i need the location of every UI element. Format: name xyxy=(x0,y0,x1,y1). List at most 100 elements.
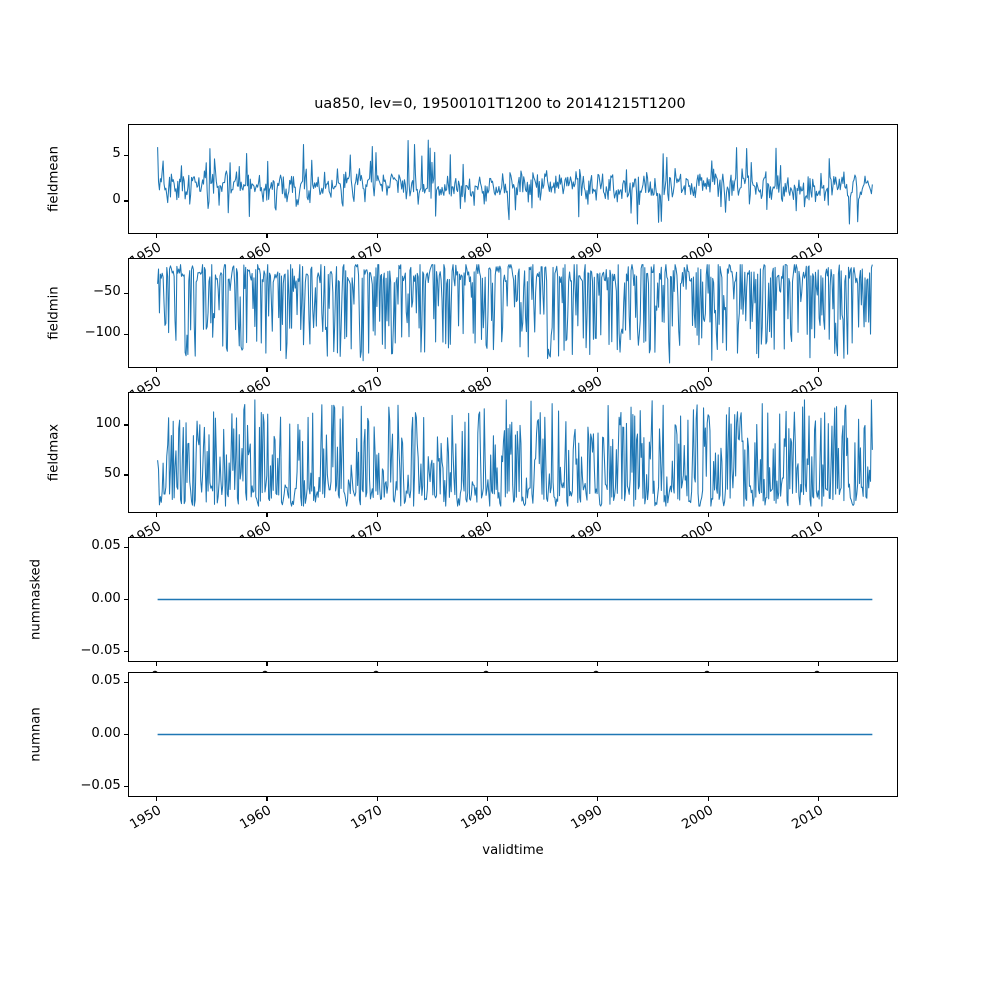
x-tick-label: 1990 xyxy=(568,518,606,539)
x-tick-label: 1990 xyxy=(568,373,606,394)
x-tick-mark xyxy=(818,368,820,373)
x-tick-label: 2000 xyxy=(679,518,716,539)
x-tick-label: 1950 xyxy=(128,668,165,674)
x-tick-mark xyxy=(156,513,158,518)
y-tick-mark xyxy=(123,733,128,736)
data-line-numnan xyxy=(157,733,873,736)
x-tick-mark xyxy=(156,662,158,667)
x-tick-mark xyxy=(707,513,709,518)
x-tick-label-clip: 1990 xyxy=(528,240,612,260)
y-tick-mark xyxy=(123,154,128,156)
x-tick-label-clip: 1960 xyxy=(197,374,281,394)
x-tick-label-clip: 1970 xyxy=(307,374,391,394)
x-tick-label: 1980 xyxy=(459,668,496,674)
x-tick-label: 1990 xyxy=(568,802,606,833)
x-tick-label: 1960 xyxy=(237,239,275,260)
x-tick-label: 2010 xyxy=(789,668,826,674)
x-tick-mark xyxy=(707,797,709,802)
x-tick-mark xyxy=(597,797,599,802)
y-tick-mark xyxy=(123,333,128,335)
x-tick-label-clip: 1970 xyxy=(307,668,391,674)
x-tick-label: 1950 xyxy=(127,802,165,833)
x-tick-label-clip: 2000 xyxy=(638,668,722,674)
x-tick-label: 1960 xyxy=(237,802,275,833)
y-tick-mark xyxy=(123,786,128,788)
x-tick-label-clip: 1990 xyxy=(528,519,612,539)
x-tick-mark xyxy=(818,234,820,239)
y-tick-mark xyxy=(123,292,128,294)
x-tick-mark xyxy=(376,662,378,667)
x-tick-label-clip: 1980 xyxy=(418,803,502,863)
x-tick-label-clip: 1970 xyxy=(307,240,391,260)
x-tick-label: 1970 xyxy=(348,239,385,260)
x-tick-label-clip: 2010 xyxy=(749,374,833,394)
y-tick-label: 0.05 xyxy=(91,673,121,689)
y-tick-label: 50 xyxy=(104,466,121,481)
x-tick-label-clip: 1960 xyxy=(197,240,281,260)
x-tick-label-clip: 2010 xyxy=(749,803,833,863)
y-axis-label-fieldmax: fieldmax xyxy=(46,423,62,482)
y-tick-label: −0.05 xyxy=(80,642,121,658)
y-tick-label: 0.05 xyxy=(91,538,121,554)
axes-frame-fieldmax xyxy=(128,392,898,513)
x-tick-label: 1990 xyxy=(568,239,606,260)
x-tick-label: 1980 xyxy=(458,239,496,260)
x-tick-label-clip: 2000 xyxy=(638,803,722,863)
x-tick-mark xyxy=(376,797,378,802)
x-tick-label: 2010 xyxy=(789,373,827,394)
x-tick-label: 1970 xyxy=(348,802,385,833)
x-tick-mark xyxy=(156,368,158,373)
x-tick-label: 1960 xyxy=(237,373,275,394)
x-tick-label: 2010 xyxy=(789,518,827,539)
subplot-fieldmin xyxy=(128,258,898,368)
x-tick-mark xyxy=(707,368,709,373)
y-tick-mark xyxy=(123,424,128,426)
x-tick-label-clip: 2010 xyxy=(749,668,833,674)
x-tick-label: 1970 xyxy=(348,518,385,539)
x-tick-mark xyxy=(487,234,489,239)
x-tick-label: 1950 xyxy=(127,373,165,394)
x-tick-mark xyxy=(818,662,820,667)
x-tick-label-clip: 1980 xyxy=(418,668,502,674)
x-tick-label-clip: 1950 xyxy=(87,803,171,863)
x-tick-label: 1970 xyxy=(348,668,385,674)
x-tick-label-clip: 1980 xyxy=(418,374,502,394)
data-line-fieldmean xyxy=(157,139,873,225)
x-tick-mark xyxy=(266,368,268,373)
axes-frame-numnan xyxy=(128,672,898,797)
x-tick-label: 2000 xyxy=(679,373,716,394)
x-tick-label-clip: 1990 xyxy=(528,374,612,394)
y-axis-label-fieldmin: fieldmin xyxy=(46,286,62,340)
x-tick-mark xyxy=(818,513,820,518)
x-tick-label-clip: 2000 xyxy=(638,240,722,260)
x-tick-mark xyxy=(487,662,489,667)
x-tick-label: 2010 xyxy=(789,802,827,833)
data-line-fieldmax xyxy=(157,399,873,507)
y-tick-mark xyxy=(123,651,128,653)
x-tick-mark xyxy=(266,797,268,802)
y-tick-label: −0.05 xyxy=(80,777,121,793)
x-tick-label: 1990 xyxy=(569,668,606,674)
x-tick-label: 1950 xyxy=(127,239,165,260)
x-tick-mark xyxy=(376,368,378,373)
y-tick-label: 100 xyxy=(95,416,121,431)
x-tick-mark xyxy=(487,797,489,802)
y-tick-mark xyxy=(123,474,128,476)
y-tick-label: 5 xyxy=(112,146,121,162)
x-tick-mark xyxy=(818,797,820,802)
subplot-fieldmax xyxy=(128,392,898,513)
x-tick-label-clip: 1970 xyxy=(307,803,391,863)
axes-frame-nummasked xyxy=(128,537,898,662)
subplot-fieldmean xyxy=(128,124,898,234)
y-axis-label-nummasked: nummasked xyxy=(28,558,44,641)
x-tick-label-clip: 1990 xyxy=(528,803,612,863)
x-tick-mark xyxy=(597,662,599,667)
x-tick-label: 1980 xyxy=(458,373,496,394)
x-tick-label-clip: 1950 xyxy=(87,240,171,260)
x-tick-mark xyxy=(707,662,709,667)
y-axis-label-fieldmean: fieldmean xyxy=(46,146,62,212)
y-tick-mark xyxy=(123,200,128,202)
x-tick-mark xyxy=(487,368,489,373)
data-line-fieldmin xyxy=(157,264,873,364)
x-tick-mark xyxy=(597,513,599,518)
